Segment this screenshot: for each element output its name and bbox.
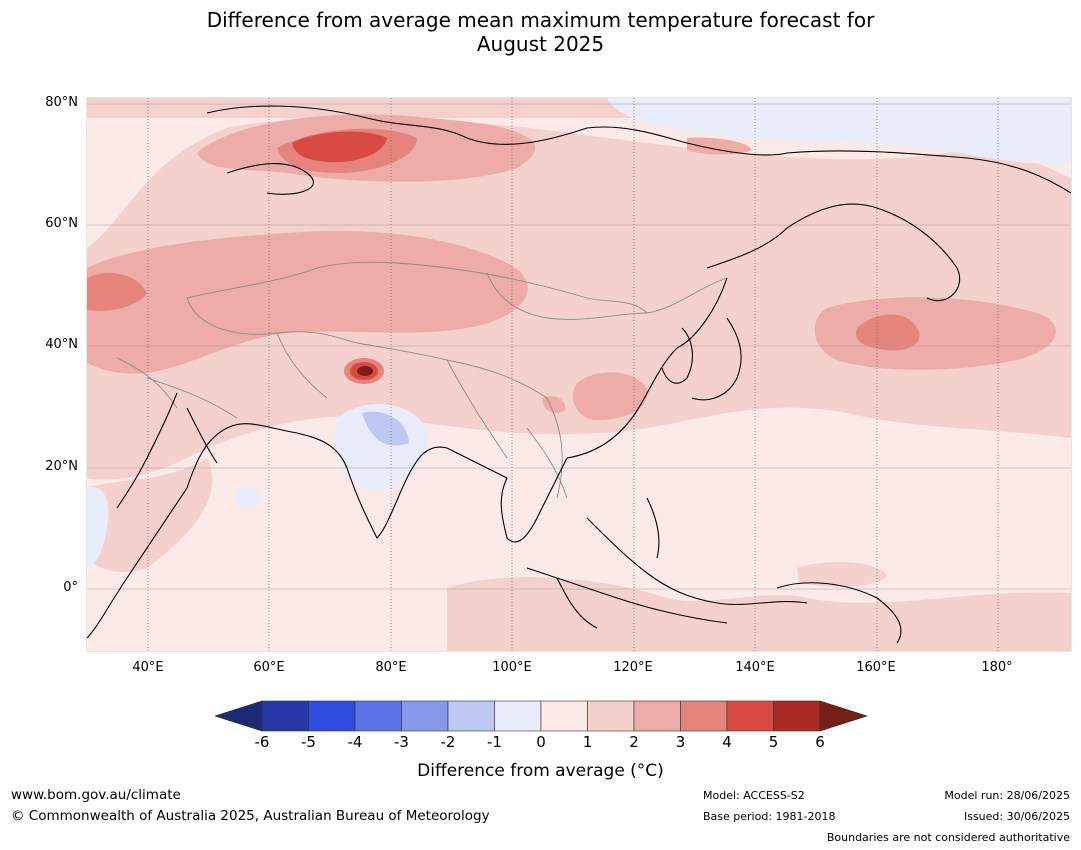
anomaly-2-3-north-pacific [814, 297, 1056, 370]
anomaly-4-5-northern-russia [292, 131, 387, 163]
anomaly-2-3-central-asia [87, 231, 528, 374]
anomaly-neg1-0-east-africa [87, 487, 109, 568]
lat-label-80n: 80°N [45, 95, 78, 110]
lon-label-100e: 100°E [492, 660, 532, 675]
title-line-2: August 2025 [476, 32, 605, 56]
colorbar-cell [401, 700, 449, 732]
anomaly-1-2-png-patch [797, 561, 887, 587]
anomaly-neg2-neg1-india [362, 411, 409, 446]
colorbar-tick-label: -4 [347, 733, 363, 751]
anomaly-1-2-eurasia [87, 117, 1071, 480]
footer-issued: Issued: 30/06/2025 [963, 810, 1070, 823]
colorbar-cell [726, 700, 774, 732]
colorbar-cell [494, 700, 542, 732]
colorbar-cell [354, 700, 402, 732]
footer-base-period: Base period: 1981-2018 [703, 810, 836, 823]
lon-label-140e: 140°E [735, 660, 775, 675]
colorbar-tick-label: -2 [440, 733, 456, 751]
anomaly-1-2-southern-band [447, 577, 1071, 651]
map-canvas [87, 98, 1071, 651]
colorbar-cell [447, 700, 495, 732]
coastlines [87, 105, 1071, 644]
country-borders [116, 261, 728, 499]
forecast-map [86, 97, 1072, 652]
colorbar-tick-label: 6 [815, 733, 825, 751]
longitude-gridlines [147, 98, 999, 651]
anomaly-neg1-0-arctic [607, 98, 1071, 165]
lon-label-80e: 80°E [375, 660, 407, 675]
colorbar-under-arrow [215, 700, 263, 732]
colorbar-cell [587, 700, 635, 732]
lon-label-40e: 40°E [132, 660, 164, 675]
anomaly-hotspot-core [357, 366, 373, 376]
anomaly-neg1-0-india [334, 404, 428, 490]
lat-label-60n: 60°N [45, 216, 78, 231]
lat-label-40n: 40°N [45, 337, 78, 352]
colorbar-cell [308, 700, 356, 732]
footer-url[interactable]: www.bom.gov.au/climate [11, 787, 181, 803]
latitude-gridlines [87, 103, 1071, 590]
colorbar-over-arrow [819, 700, 867, 732]
anomaly-3-4-caspian [87, 273, 147, 311]
chart-title: Difference from average mean maximum tem… [0, 8, 1081, 56]
lon-label-60e: 60°E [253, 660, 285, 675]
colorbar-cell [680, 700, 728, 732]
colorbar-tick-label: -6 [254, 733, 270, 751]
colorbar [215, 700, 867, 732]
anomaly-1-2-arabia [87, 458, 213, 573]
colorbar-tick-label: -3 [394, 733, 409, 751]
colorbar-tick-label: 4 [722, 733, 732, 751]
colorbar-tick-label: 0 [536, 733, 546, 751]
colorbar-tick-label: 2 [629, 733, 639, 751]
colorbar-cell [633, 700, 681, 732]
colorbar-label: Difference from average (°C) [417, 761, 664, 781]
colorbar-cell [540, 700, 588, 732]
lat-label-0: 0° [63, 580, 78, 595]
anomaly-2-3-siberia-patch [687, 137, 752, 155]
colorbar-tick-label: -5 [301, 733, 316, 751]
colorbar-cell [261, 700, 309, 732]
colorbar-tick-label: 5 [768, 733, 779, 751]
anomaly-neg1-0-arabian-sea [235, 487, 260, 509]
lon-label-180: 180° [981, 660, 1013, 675]
title-line-1: Difference from average mean maximum tem… [206, 8, 875, 32]
footer-disclaimer: Boundaries are not considered authoritat… [826, 831, 1070, 844]
colorbar-tick-label: 1 [582, 733, 593, 751]
lat-label-20n: 20°N [45, 459, 78, 474]
footer-model: Model: ACCESS-S2 [703, 789, 805, 802]
colorbar-tick-label: -1 [487, 733, 502, 751]
anomaly-2-3-east-china [573, 372, 648, 420]
footer-copyright: © Commonwealth of Australia 2025, Austra… [11, 808, 490, 824]
lon-label-160e: 160°E [856, 660, 896, 675]
anomaly-3-4-north-pacific [856, 314, 920, 351]
footer-model-run: Model run: 28/06/2025 [944, 789, 1070, 802]
colorbar-tick-label: 3 [675, 733, 686, 751]
lon-label-120e: 120°E [613, 660, 653, 675]
colorbar-cell [773, 700, 821, 732]
